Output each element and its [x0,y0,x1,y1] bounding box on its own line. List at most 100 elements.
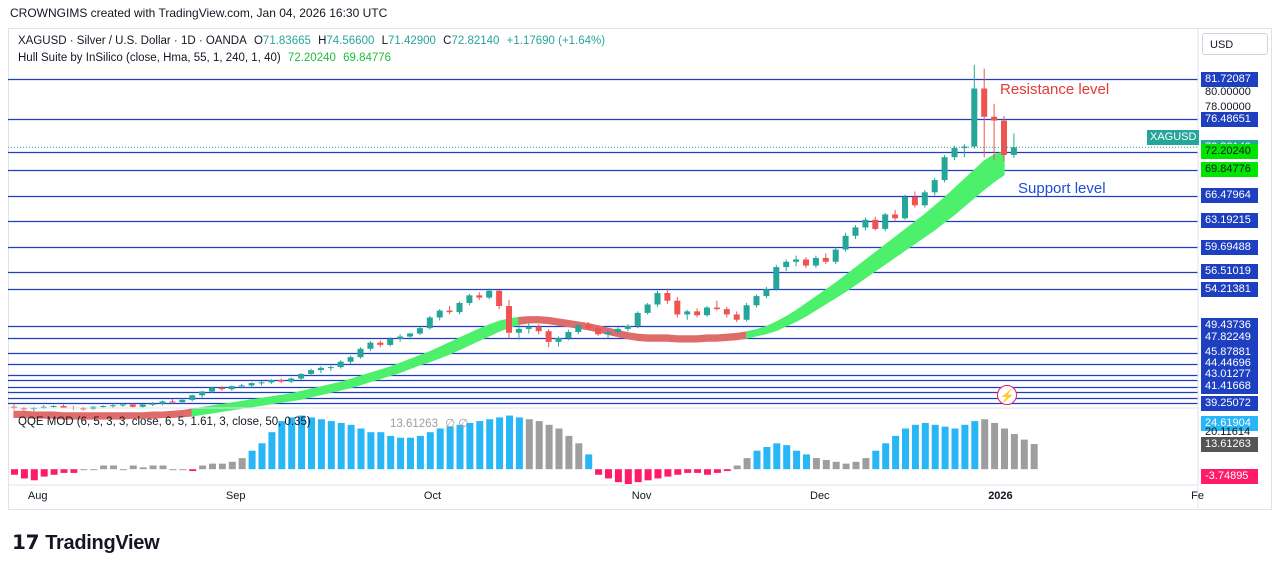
candle-bullish [684,309,691,320]
candle-body [991,116,998,121]
candle-bullish [743,302,750,322]
candle-bullish [525,322,532,334]
qqe-bar [110,465,117,470]
qqe-bar [308,417,315,470]
candle-body [50,406,57,407]
currency-selector[interactable]: USD [1202,33,1268,55]
candle-bullish [407,332,413,340]
resistance-level-annotation: Resistance level [1000,81,1110,98]
qqe-histogram [11,415,1038,484]
candle-body [218,387,225,390]
level-price-label: 49.43736 [1201,318,1258,334]
qqe-bar [456,424,464,470]
candle-body [278,380,285,382]
candle-bearish [822,253,829,265]
qqe-bar [525,419,533,470]
candle-body [585,325,592,329]
candle-bullish [931,177,938,196]
qqe-bar [30,469,38,481]
qqe-bar [278,421,286,470]
candle-bullish [941,154,948,183]
candle-bullish [466,293,473,306]
symbol-price-tag: XAGUSD [1147,130,1199,145]
candle-bearish [892,209,899,221]
candle-body [387,338,394,345]
candle-body [248,383,255,386]
time-axis-label: Nov [631,490,652,502]
candle-bullish [812,255,819,268]
qqe-bar [753,450,761,470]
qqe-bar [199,465,207,470]
candlestick-series [11,64,1017,412]
candle-body [882,214,889,229]
ohlc-high: H74.56600 [318,35,375,47]
qqe-bar [684,469,692,473]
candle-bullish [882,212,889,232]
candle-body [40,406,47,408]
candle-body [506,306,512,333]
symbol-legend[interactable]: XAGUSD · Silver / U.S. Dollar · 1D · OAN… [18,35,609,47]
qqe-bar [624,469,632,484]
qqe-bar [694,469,702,473]
candle-body [793,259,800,262]
qqe-bar [585,454,593,470]
candle-bullish [238,383,245,389]
candle-bullish [763,286,770,299]
lightning-icon[interactable]: ⚡ [997,385,1017,405]
qqe-bar [713,469,721,473]
candle-body [159,401,166,404]
ohlc-open: O71.83665 [253,35,311,47]
candle-body [822,257,829,262]
candle-body [20,408,27,410]
qqe-bar [129,465,137,470]
candle-bullish [793,255,800,267]
level-price-label: 39.25072 [1201,395,1258,411]
qqe-bar [793,450,801,470]
candle-bullish [456,301,463,315]
candle-bullish [288,377,295,384]
candle-bearish [545,328,552,348]
candle-body [694,311,701,316]
support-level-annotation: Support level [1018,180,1106,197]
candle-bullish [298,373,305,381]
qqe-bar [743,458,751,470]
qqe-bar [951,428,959,470]
symbol-name[interactable]: XAGUSD · Silver / U.S. Dollar · 1D · OAN… [18,35,247,47]
candle-body [803,259,809,266]
qqe-bar [971,421,979,470]
hull-legend[interactable]: Hull Suite by InSilico (close, Hma, 55, … [18,52,395,64]
qqe-bar [882,443,890,470]
qqe-axis-label: 13.61263 [1201,436,1258,452]
candle-body [565,331,572,339]
candle-bearish [595,325,602,336]
qqe-bar [238,458,246,470]
qqe-bar [605,469,612,479]
qqe-bar [288,417,296,470]
hull-indicator-name[interactable]: Hull Suite by InSilico (close, Hma, 55, … [18,52,281,64]
qqe-bar [812,458,820,470]
qqe-bar [704,469,711,475]
candle-bearish [278,378,285,384]
candle-body [228,386,235,390]
candle-body [605,331,611,335]
candle-bearish [218,386,225,391]
qqe-bar [1020,439,1028,470]
qqe-bar [1001,428,1008,470]
candle-bullish [248,382,255,388]
qqe-legend[interactable]: QQE MOD (6, 5, 3, 3, close, 6, 5, 1.61, … [18,416,315,428]
candle-body [951,148,958,158]
qqe-indicator-name[interactable]: QQE MOD (6, 5, 3, 3, close, 6, 5, 1.61, … [18,416,311,428]
candle-body [832,249,839,262]
qqe-bar [357,428,365,470]
candle-body [100,406,107,407]
hull-value-label: 69.84776 [1201,162,1258,178]
level-price-label: 76.48651 [1201,111,1258,127]
qqe-bar [614,469,622,483]
candle-body [377,342,384,345]
candle-body [783,261,790,268]
qqe-bar [11,469,18,475]
candle-body [941,157,948,181]
candle-bullish [773,264,780,291]
candle-body [149,403,156,405]
